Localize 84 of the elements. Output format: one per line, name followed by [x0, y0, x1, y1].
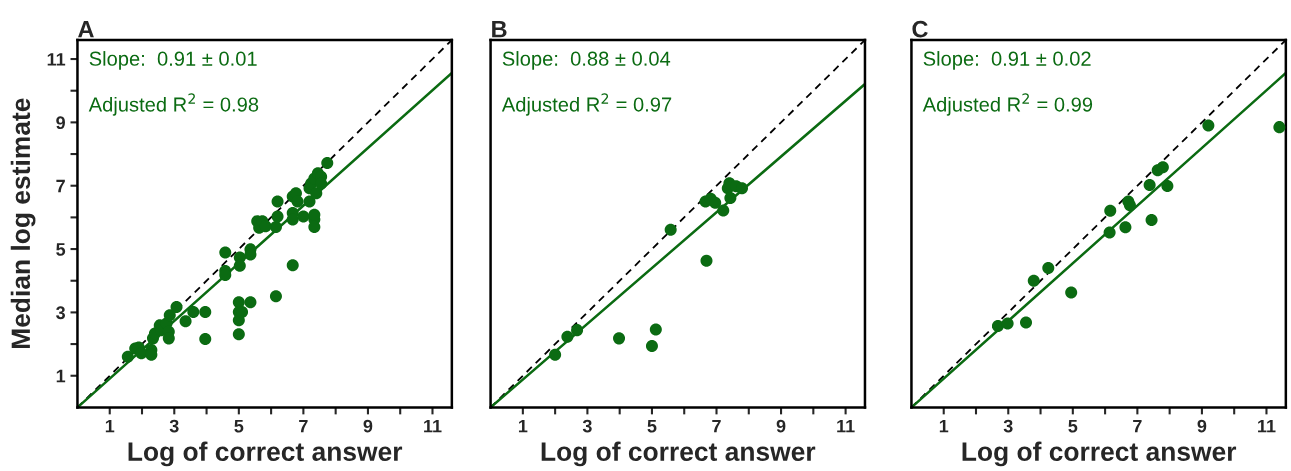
point [321, 156, 334, 169]
point [549, 348, 562, 361]
point [271, 210, 284, 223]
point [286, 259, 299, 272]
x-tick-label: 7 [712, 419, 721, 433]
point [1143, 179, 1156, 192]
point [170, 301, 183, 314]
chart-title: B [492, 21, 507, 38]
point [1161, 180, 1174, 193]
point [717, 204, 730, 217]
point [1202, 119, 1215, 132]
x-tick-label: 1 [105, 419, 115, 433]
point [664, 223, 677, 236]
point [271, 195, 284, 208]
point [187, 306, 200, 319]
x-tick-label: 9 [363, 419, 373, 433]
point [709, 196, 722, 209]
point [1103, 226, 1116, 239]
point [244, 296, 257, 309]
point [1020, 316, 1033, 329]
x-tick-label: 5 [234, 419, 244, 433]
x-tick-label: 1 [518, 419, 528, 433]
point [1119, 221, 1132, 234]
x-tick-label: 1 [939, 419, 949, 433]
x-tick-label: 9 [1197, 419, 1207, 433]
annotation: Adjusted R$^{2}$ = 0.99 [922, 93, 1093, 116]
x-tick-label: 5 [647, 419, 657, 433]
chart-title: C [912, 20, 928, 38]
x-tick-label: 3 [582, 419, 592, 433]
point [297, 210, 310, 223]
x-tick-label: 3 [1003, 419, 1013, 433]
point [291, 195, 304, 208]
point [199, 332, 212, 346]
point [645, 339, 658, 352]
annotation: Slope: 0.91 ± 0.02 [923, 51, 1091, 70]
annotation: Slope: 0.88 ± 0.04 [502, 51, 671, 70]
point [310, 187, 323, 200]
point [724, 192, 737, 205]
point [700, 254, 713, 267]
x-tick-label: 9 [776, 419, 786, 433]
point [991, 320, 1004, 333]
x-axis-title: Log of correct answer [128, 441, 403, 467]
annotation: Slope: 0.91 ± 0.01 [89, 51, 257, 70]
point [179, 315, 192, 328]
point [1156, 161, 1169, 174]
x-tick-label: 3 [169, 419, 179, 433]
x-tick-label: 7 [299, 419, 308, 433]
y-tick-label: 11 [47, 53, 66, 66]
annotation: Adjusted R$^{2}$ = 0.97 [501, 93, 672, 116]
x-tick-label: 7 [1133, 419, 1142, 433]
point [199, 306, 212, 319]
point [1273, 121, 1286, 134]
y-axis-title: Median log estimate [10, 98, 36, 349]
point [269, 220, 282, 233]
chart-title: A [78, 21, 94, 38]
x-axis-title: Log of correct answer [541, 441, 816, 467]
point [303, 195, 316, 208]
point [163, 309, 176, 322]
x-axis-title: Log of correct answer [962, 441, 1237, 467]
point [561, 330, 574, 343]
x-tick-label: 11 [837, 419, 855, 433]
y-tick-label: 1 [56, 369, 66, 383]
x-tick-label: 5 [1068, 419, 1078, 433]
point [735, 182, 749, 195]
point [1145, 213, 1158, 226]
point [1104, 204, 1117, 217]
point [613, 332, 626, 345]
x-tick-label: 11 [1258, 419, 1276, 433]
point [1065, 286, 1078, 299]
point [1027, 274, 1040, 287]
point [1001, 317, 1014, 330]
y-tick-label: 5 [56, 243, 66, 256]
point [571, 324, 584, 337]
point [269, 290, 282, 303]
annotation: Adjusted R$^{2}$ = 0.98 [88, 93, 259, 116]
y-tick-label: 7 [56, 179, 65, 193]
x-tick-label: 11 [424, 419, 442, 433]
point [219, 246, 232, 259]
point [121, 350, 134, 363]
point [1042, 262, 1055, 275]
y-tick-label: 3 [56, 306, 65, 320]
y-tick-label: 9 [56, 116, 65, 130]
point [232, 328, 245, 341]
point [649, 323, 662, 336]
